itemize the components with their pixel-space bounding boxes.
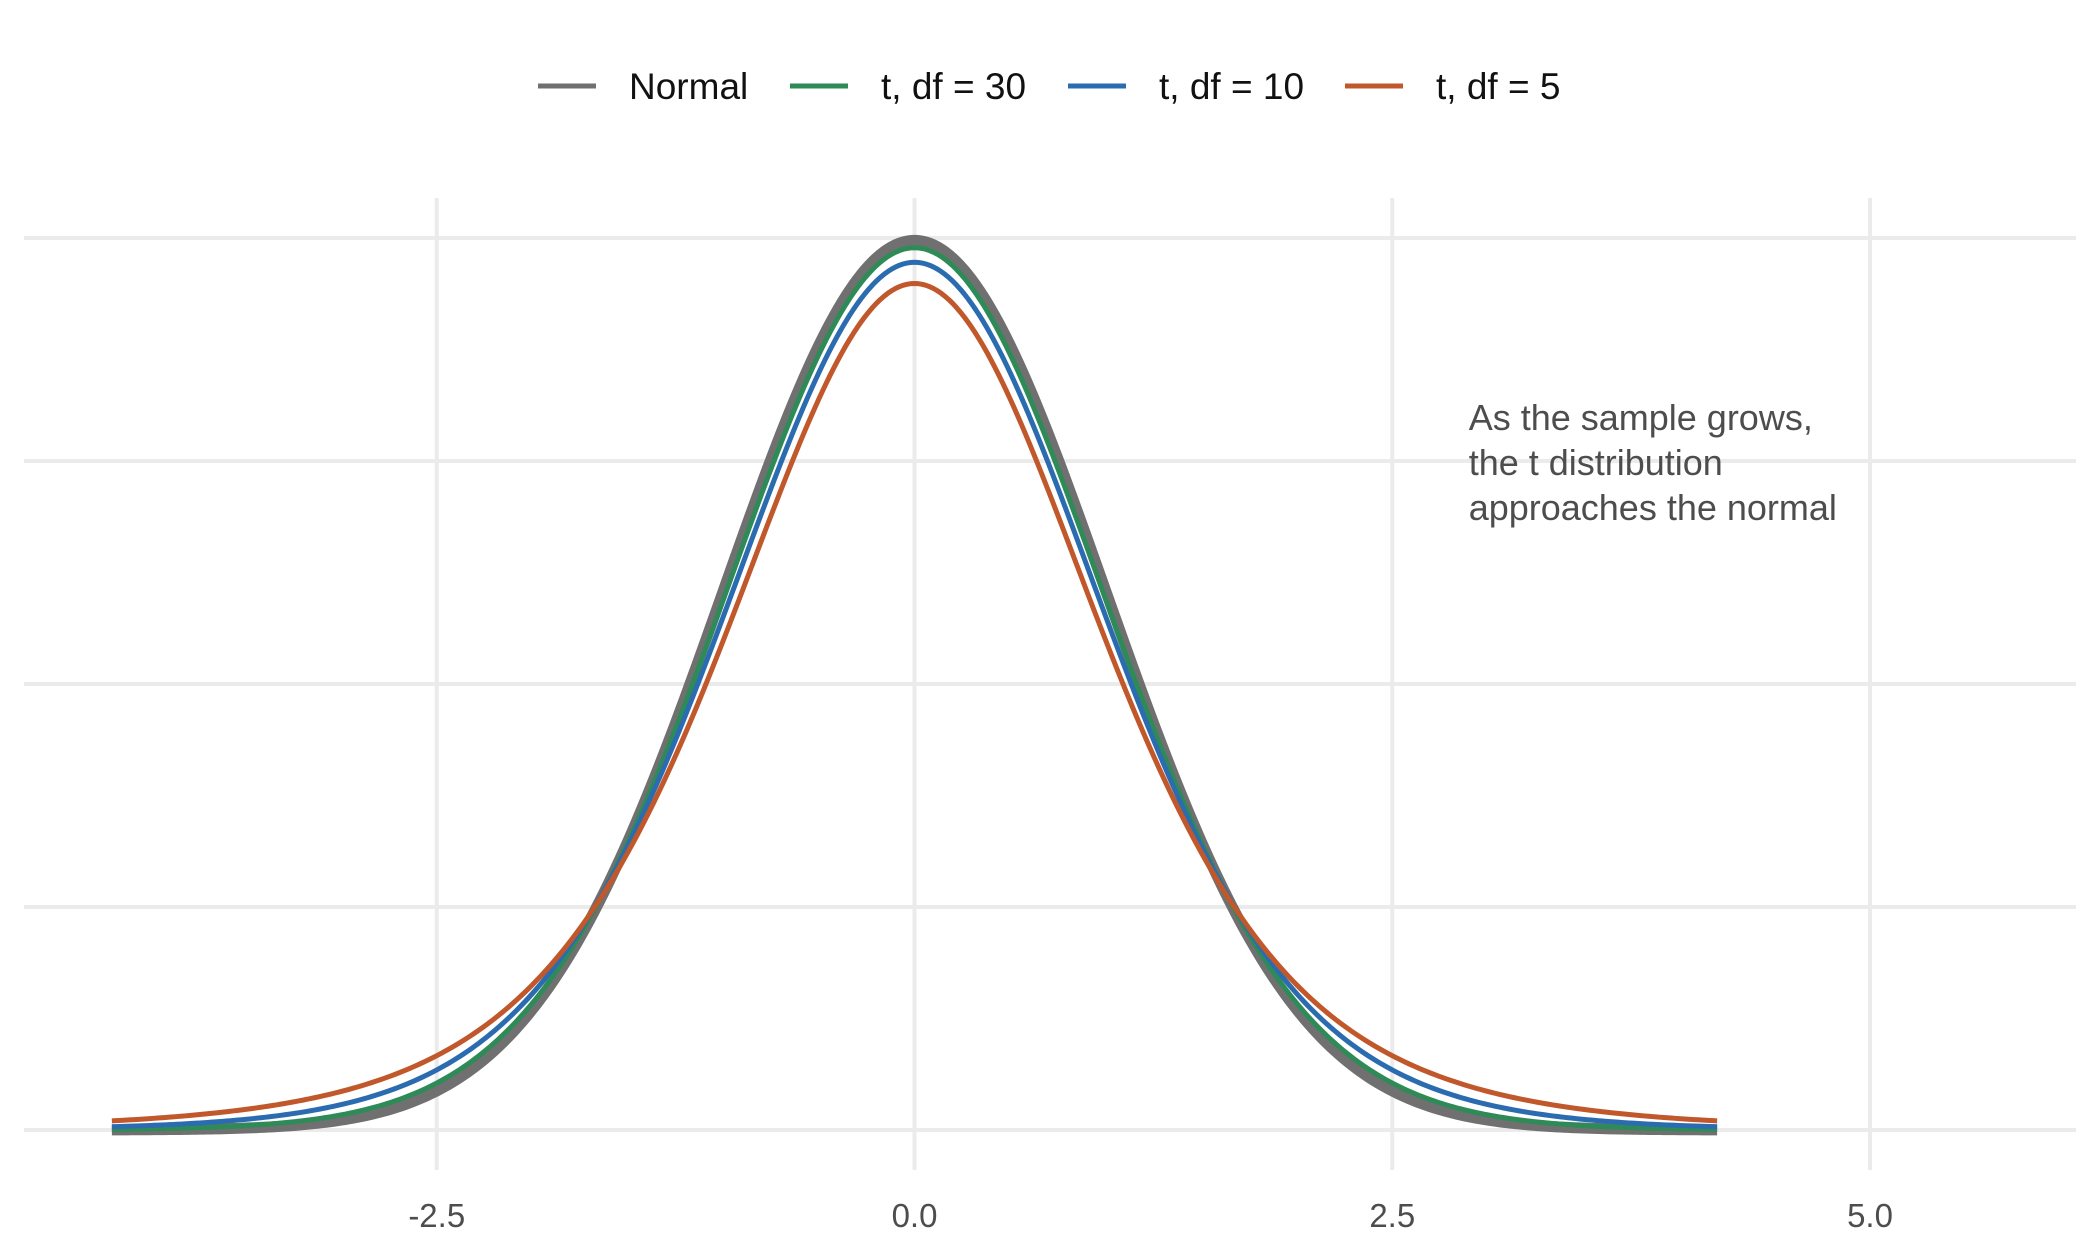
- grid: [24, 198, 2076, 1170]
- legend-label-2: t, df = 10: [1159, 66, 1304, 107]
- series-line-1: [111, 245, 1718, 1132]
- legend-label-3: t, df = 5: [1436, 66, 1560, 107]
- legend-item-1: t, df = 30: [790, 66, 1026, 107]
- annotation: As the sample grows,the t distributionap…: [1469, 397, 1837, 528]
- series-line-0: [110, 234, 1719, 1136]
- legend-item-2: t, df = 10: [1068, 66, 1304, 107]
- legend-item-3: t, df = 5: [1345, 66, 1560, 107]
- annotation-line-1: the t distribution: [1469, 442, 1723, 483]
- legend-label-0: Normal: [629, 66, 748, 107]
- series-line-3: [111, 280, 1718, 1124]
- x-tick-label-3: 5.0: [1847, 1197, 1893, 1234]
- annotation-line-0: As the sample grows,: [1469, 397, 1813, 438]
- legend: Normal t, df = 30 t, df = 10 t, df = 5: [538, 66, 1560, 107]
- series-layer: [110, 234, 1719, 1136]
- series-line-2: [111, 259, 1718, 1130]
- legend-label-1: t, df = 30: [881, 66, 1026, 107]
- x-axis: -2.5 0.0 2.5 5.0: [408, 1197, 1893, 1234]
- x-tick-label-1: 0.0: [892, 1197, 938, 1234]
- legend-item-0: Normal: [538, 66, 748, 107]
- x-tick-label-2: 2.5: [1369, 1197, 1415, 1234]
- annotation-line-2: approaches the normal: [1469, 487, 1837, 528]
- x-tick-label-0: -2.5: [408, 1197, 465, 1234]
